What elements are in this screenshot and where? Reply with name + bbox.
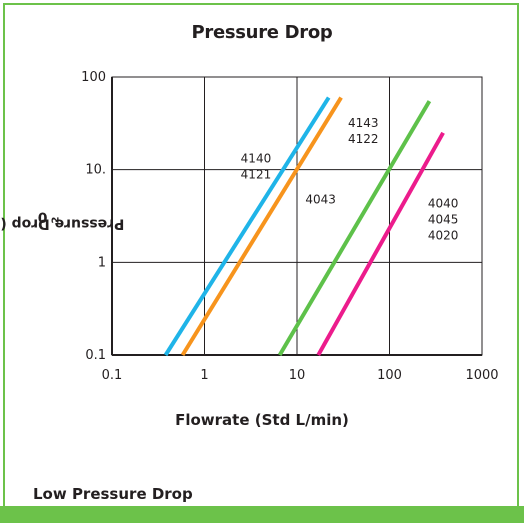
- annotation-line: 4040: [428, 197, 459, 211]
- section-heading: Low Pressure Drop: [33, 485, 193, 503]
- series-annotation: 4143 4122: [348, 116, 379, 146]
- chart-title: Pressure Drop: [191, 22, 333, 43]
- series-line-2: [180, 96, 343, 357]
- x-tick-label: 10: [289, 368, 306, 383]
- annotation-layer: 4140 4121 4143 4122 4043 4040 4045 4020: [241, 116, 459, 243]
- series-annotation: 4040 4045 4020: [428, 197, 459, 243]
- series-line-4: [316, 131, 445, 356]
- y-tick-label: 1: [98, 255, 106, 270]
- x-tick-label: 0.1: [102, 368, 123, 383]
- series-annotation: 4140 4121: [241, 151, 272, 181]
- tick-layer: 0.1 1 10 100 1000 0.1 1 10. 100: [81, 70, 498, 383]
- annotation-line: 4143: [348, 116, 379, 130]
- series-layer: [163, 96, 445, 357]
- y-tick-label: 10.: [85, 163, 106, 178]
- annotation-line: 4020: [428, 229, 459, 243]
- card-frame: [3, 3, 519, 517]
- annotation-line: 4045: [428, 213, 459, 227]
- annotation-line: 4122: [348, 132, 379, 146]
- y-tick-label: 100: [81, 70, 106, 85]
- green-footer-band: [0, 506, 524, 523]
- x-tick-label: 1: [200, 368, 208, 383]
- y-tick-label: 0.1: [85, 348, 106, 363]
- grid-layer: [111, 76, 483, 356]
- series-line-3: [277, 100, 432, 357]
- x-tick-label: 100: [377, 368, 402, 383]
- series-line-1: [163, 96, 331, 357]
- x-tick-label: 1000: [465, 368, 498, 383]
- x-axis-label: Flowrate (Std L/min): [175, 411, 349, 429]
- annotation-line: 4043: [305, 193, 336, 207]
- plot-border: [111, 76, 483, 356]
- annotation-line: 4121: [241, 167, 272, 181]
- series-annotation: 4043: [305, 193, 336, 207]
- annotation-line: 4140: [241, 151, 272, 165]
